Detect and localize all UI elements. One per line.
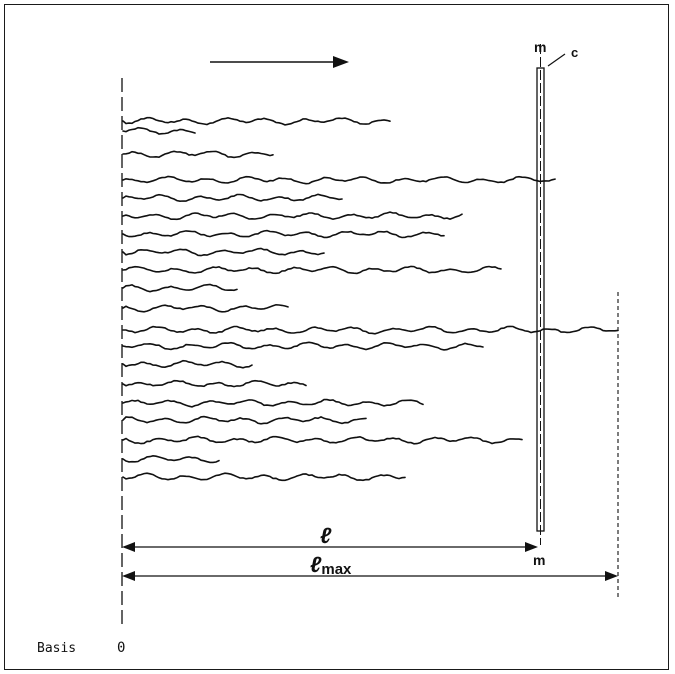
fiber-line	[122, 379, 307, 388]
fiber-line	[122, 247, 325, 257]
fiber-line	[122, 472, 406, 482]
fiber-line	[122, 398, 424, 408]
fiber-line	[122, 116, 391, 126]
fiber-line	[122, 265, 502, 275]
label-m-top: m	[534, 39, 546, 55]
fiber-line	[122, 325, 619, 335]
fiber-line	[122, 454, 220, 464]
label-l: ℓ	[320, 523, 332, 548]
label-m-bottom: m	[533, 552, 545, 568]
fiber-line	[122, 341, 484, 351]
label-lmax-sub: max	[321, 561, 352, 578]
fiber-line	[122, 415, 367, 425]
fiber-line	[122, 435, 523, 445]
direction-arrow	[210, 56, 349, 68]
label-c: c	[571, 45, 578, 60]
fiber-line	[122, 175, 556, 185]
fiber-line	[122, 283, 238, 293]
fiber-line	[122, 229, 445, 239]
label-lmax: ℓmax	[310, 552, 352, 578]
figure-frame	[4, 4, 669, 670]
fiber-line	[122, 359, 253, 369]
label-origin: 0	[117, 640, 125, 656]
max-length-dimension	[122, 571, 618, 581]
label-basis: Basis	[37, 641, 76, 656]
clamp-bar	[536, 44, 566, 545]
fiber-line	[122, 303, 289, 313]
fiber-line	[122, 150, 274, 159]
fiber-line	[122, 193, 343, 203]
fiber-line	[122, 211, 463, 221]
fiber-line	[122, 126, 196, 135]
label-lmax-main: ℓ	[310, 552, 322, 577]
clamp-leader-line	[547, 53, 566, 67]
fiber-group	[122, 116, 619, 482]
length-dimension	[122, 542, 538, 552]
